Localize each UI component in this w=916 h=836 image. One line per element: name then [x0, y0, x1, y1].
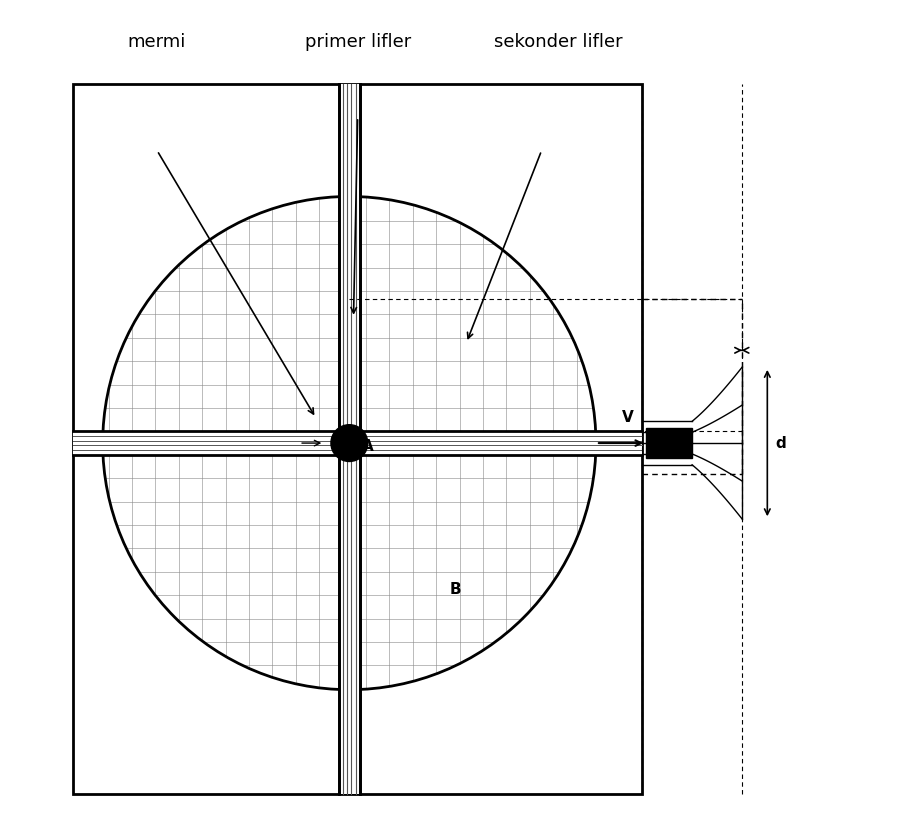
Text: B: B — [450, 582, 462, 597]
Bar — [646, 428, 692, 458]
Bar — [73, 431, 642, 455]
Text: primer lifler: primer lifler — [304, 33, 410, 51]
Text: V: V — [622, 410, 634, 426]
Text: sekonder lifler: sekonder lifler — [494, 33, 623, 51]
Bar — [339, 84, 360, 794]
Bar — [73, 84, 642, 794]
Circle shape — [331, 425, 367, 461]
Text: d: d — [776, 436, 787, 451]
Text: mermi: mermi — [128, 33, 186, 51]
Text: A: A — [362, 440, 374, 455]
